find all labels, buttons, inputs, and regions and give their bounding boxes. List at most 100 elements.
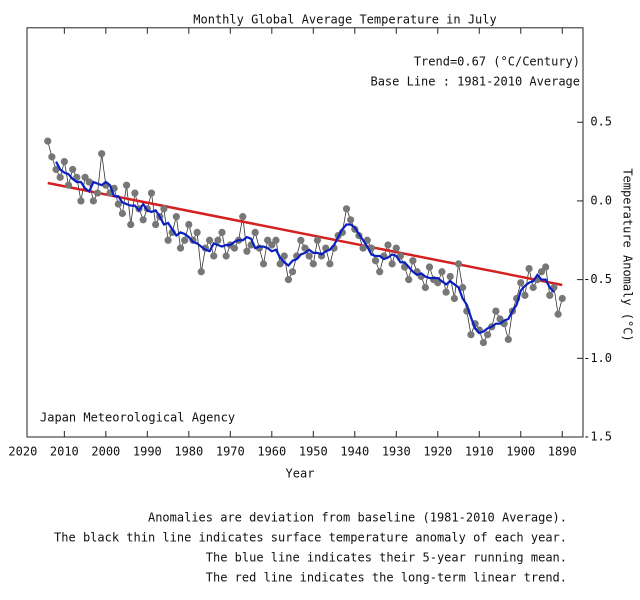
annual-point — [521, 291, 529, 299]
annual-point — [44, 137, 52, 145]
annual-point — [172, 213, 180, 221]
annual-point — [118, 209, 127, 218]
y-tick-label: 0.5 — [590, 115, 612, 129]
note: The blue line indicates their 5-year run… — [206, 551, 567, 565]
note: The red line indicates the long-term lin… — [206, 571, 567, 585]
baseline-annotation: Base Line : 1981-2010 Average — [370, 75, 580, 89]
annual-point — [69, 165, 77, 174]
annual-point — [131, 189, 139, 197]
annual-line — [47, 141, 563, 344]
annual-point — [89, 197, 97, 205]
annual-point — [554, 310, 562, 318]
annual-point — [376, 268, 384, 276]
x-tick-label: 1990 — [133, 445, 162, 459]
annual-point — [301, 244, 309, 252]
annual-point — [280, 252, 288, 260]
annual-point — [222, 252, 230, 260]
annual-point — [342, 205, 351, 213]
annual-point — [425, 263, 434, 271]
trend-annotation: Trend=0.67 (°C/Century) — [414, 55, 580, 69]
x-tick-label: 1910 — [465, 445, 494, 459]
trend-line — [47, 181, 563, 287]
annual-point — [529, 283, 537, 292]
annual-point — [371, 257, 380, 265]
note: Anomalies are deviation from baseline (1… — [148, 511, 567, 525]
annual-point — [421, 283, 429, 292]
annual-point — [309, 260, 317, 268]
annual-point — [359, 244, 367, 252]
source-annotation: Japan Meteorological Agency — [40, 411, 235, 425]
annual-point — [546, 291, 554, 299]
annual-point — [483, 331, 492, 339]
x-tick-label: 1940 — [340, 445, 369, 459]
x-tick-label: 1980 — [174, 445, 203, 459]
annual-point — [259, 260, 268, 268]
y-tick-label: 0.0 — [590, 193, 612, 207]
x-tick-label: 1900 — [506, 445, 535, 459]
annual-point — [193, 228, 201, 236]
x-tick-label: 1930 — [382, 445, 411, 459]
annual-point — [525, 264, 533, 273]
annual-point — [160, 205, 168, 213]
x-tick-label: 2020 — [8, 445, 37, 459]
annual-point — [284, 276, 293, 284]
annual-point — [205, 236, 214, 244]
annual-point — [164, 236, 172, 244]
annual-point — [326, 260, 334, 268]
annual-point — [218, 228, 226, 236]
annual-point — [243, 247, 251, 255]
annual-point — [85, 178, 93, 186]
annual-point — [114, 200, 122, 208]
annual-point — [81, 173, 89, 181]
x-tick-label: 1920 — [423, 445, 452, 459]
annual-point — [147, 189, 156, 197]
annual-point — [64, 181, 73, 189]
annual-point — [197, 268, 205, 276]
annual-point — [384, 241, 392, 249]
annual-point — [185, 220, 193, 229]
annual-point — [98, 150, 106, 158]
x-tick-label: 2000 — [91, 445, 120, 459]
annual-point — [152, 220, 160, 229]
annual-point — [268, 241, 276, 249]
annual-point — [450, 294, 458, 303]
y-tick-label: -0.5 — [583, 272, 612, 286]
x-axis-label: Year — [286, 467, 315, 481]
annual-point — [442, 288, 450, 296]
annual-point — [297, 236, 305, 244]
x-tick-label: 1970 — [216, 445, 245, 459]
annual-point — [479, 338, 488, 347]
annual-point — [492, 307, 500, 315]
annual-point — [542, 263, 550, 271]
annual-point — [276, 260, 284, 268]
annual-point — [139, 216, 147, 224]
annual-point — [388, 260, 396, 268]
annual-point — [454, 260, 463, 268]
annual-point — [288, 268, 297, 276]
annual-point — [56, 173, 64, 181]
annual-point — [52, 165, 60, 174]
annual-point — [446, 272, 454, 281]
annual-point — [392, 244, 400, 252]
x-tick-label: 1890 — [548, 445, 577, 459]
annual-point — [409, 257, 417, 265]
x-tick-label: 1950 — [299, 445, 328, 459]
y-tick-label: -1.0 — [583, 351, 612, 365]
annual-point — [214, 236, 222, 244]
annual-point — [77, 197, 85, 205]
plot-frame — [26, 27, 584, 438]
annual-point — [504, 335, 512, 344]
annual-point — [305, 252, 313, 260]
annual-point — [122, 181, 131, 189]
y-tick-label: -1.5 — [583, 430, 612, 444]
annual-point — [264, 236, 272, 244]
annual-point — [93, 189, 102, 197]
annual-point — [73, 173, 81, 181]
annual-point — [210, 252, 218, 260]
annual-point — [251, 228, 259, 236]
annual-point — [48, 153, 56, 161]
annual-point — [517, 279, 525, 287]
annual-point — [537, 268, 546, 276]
annual-point — [60, 157, 68, 166]
